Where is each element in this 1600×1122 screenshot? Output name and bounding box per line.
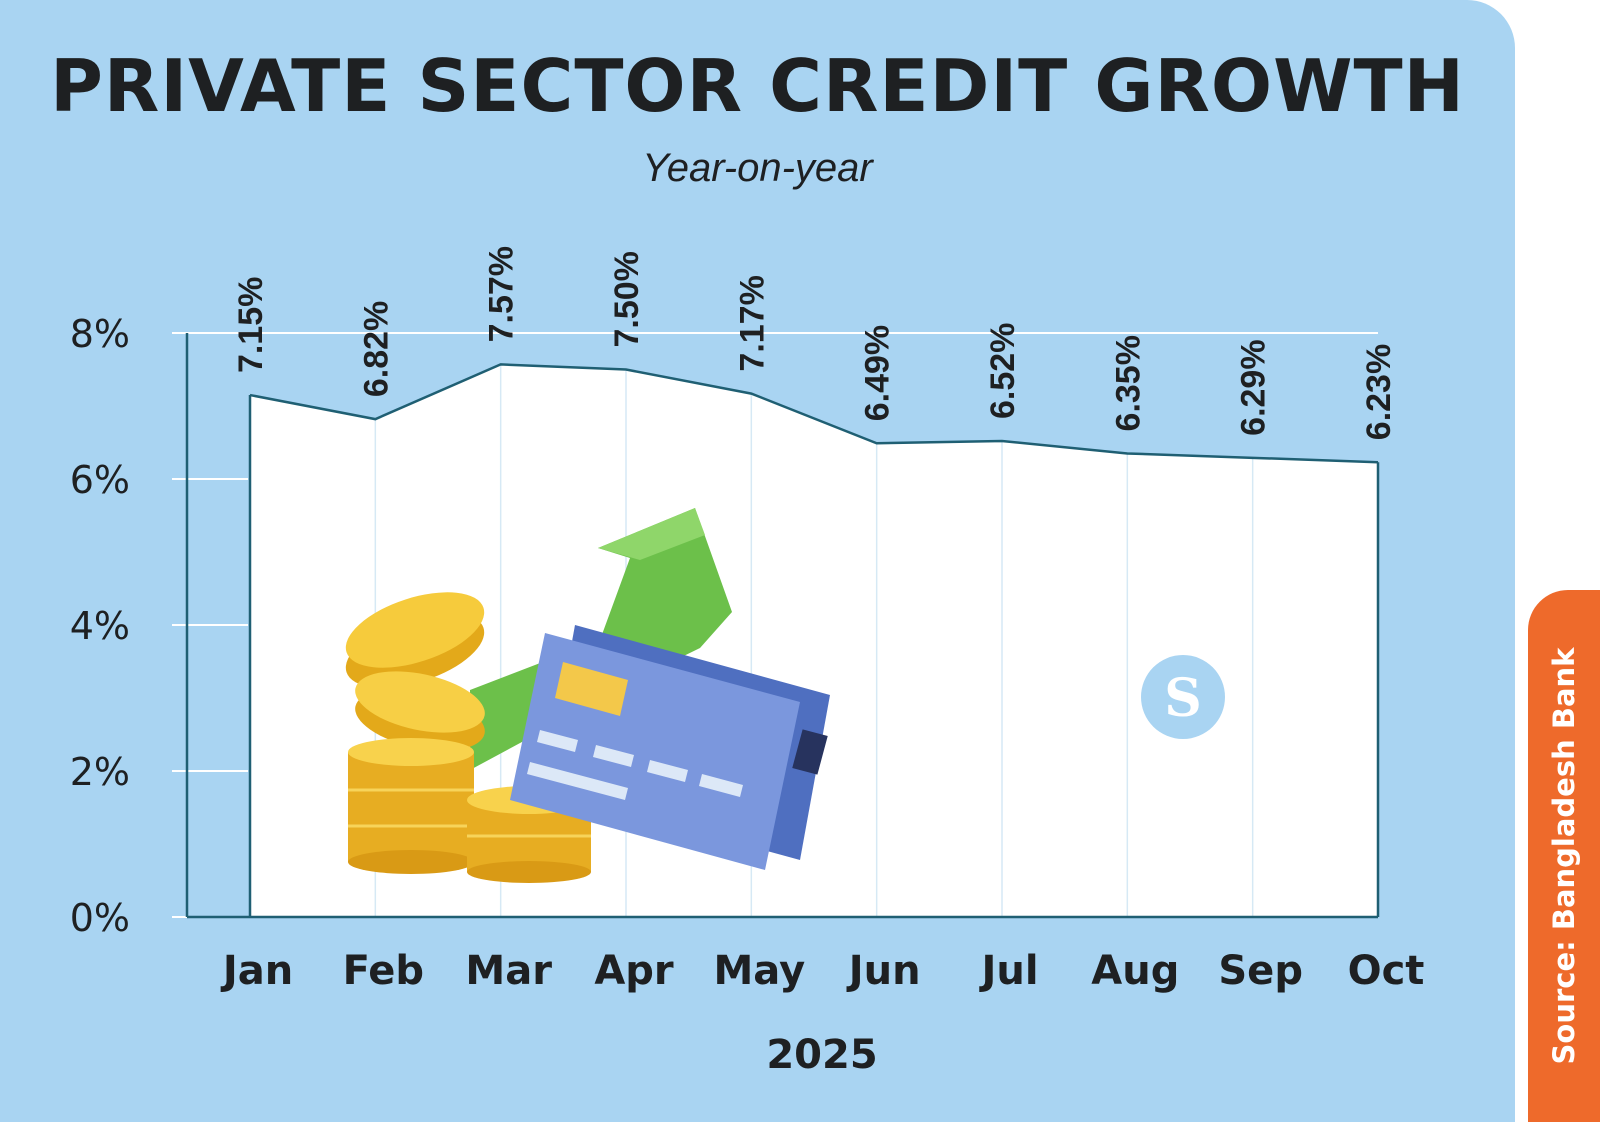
x-tick-label: Jun: [846, 948, 921, 994]
x-tick-label: Oct: [1348, 948, 1425, 994]
source-note: Source: Bangladesh Bank: [1547, 647, 1581, 1065]
data-label: 7.17%: [733, 275, 771, 371]
x-axis-title: 2025: [766, 1032, 877, 1078]
x-tick-label: Mar: [465, 948, 552, 994]
y-tick-label: 2%: [70, 750, 130, 794]
data-label: 6.52%: [984, 323, 1022, 419]
data-label: 6.49%: [859, 325, 897, 421]
x-tick-label: Jan: [220, 948, 293, 994]
source-tab: Source: Bangladesh Bank: [1528, 590, 1600, 1122]
y-tick-label: 8%: [70, 312, 130, 356]
x-tick-label: Jul: [978, 948, 1038, 994]
chart-svg: 0% 2% 4% 6% 8%: [70, 246, 1425, 1078]
chart-subtitle: Year-on-year: [642, 146, 873, 190]
data-label: 7.57%: [483, 246, 521, 342]
y-axis-ticks: 0% 2% 4% 6% 8%: [70, 312, 1378, 940]
series-line: [249, 363, 1379, 464]
x-tick-label: Apr: [594, 948, 674, 994]
data-label: 6.35%: [1109, 335, 1147, 431]
x-tick-label: Aug: [1091, 948, 1179, 994]
x-tick-label: May: [714, 948, 806, 994]
ds-logo-icon: S: [1141, 655, 1225, 739]
coins-credit-card-up-arrow-illustration: [345, 508, 830, 883]
data-label: 6.82%: [357, 301, 395, 397]
x-tick-label: Sep: [1218, 948, 1303, 994]
x-axis-labels: Jan Feb Mar Apr May Jun Jul Aug Sep Oct: [220, 948, 1425, 994]
data-label: 6.29%: [1235, 339, 1273, 435]
y-tick-label: 4%: [70, 604, 130, 648]
data-label: 6.23%: [1360, 344, 1398, 440]
data-label: 7.15%: [232, 277, 270, 373]
y-tick-label: 6%: [70, 458, 130, 502]
y-tick-label: 0%: [70, 896, 130, 940]
data-label: 7.50%: [608, 251, 646, 347]
chart-title: PRIVATE SECTOR CREDIT GROWTH: [50, 44, 1465, 128]
svg-text:S: S: [1164, 668, 1202, 729]
data-labels: 7.15% 6.82% 7.57% 7.50% 7.17% 6.49% 6.52% 6.35%…: [232, 246, 1398, 440]
x-tick-label: Feb: [343, 948, 424, 994]
